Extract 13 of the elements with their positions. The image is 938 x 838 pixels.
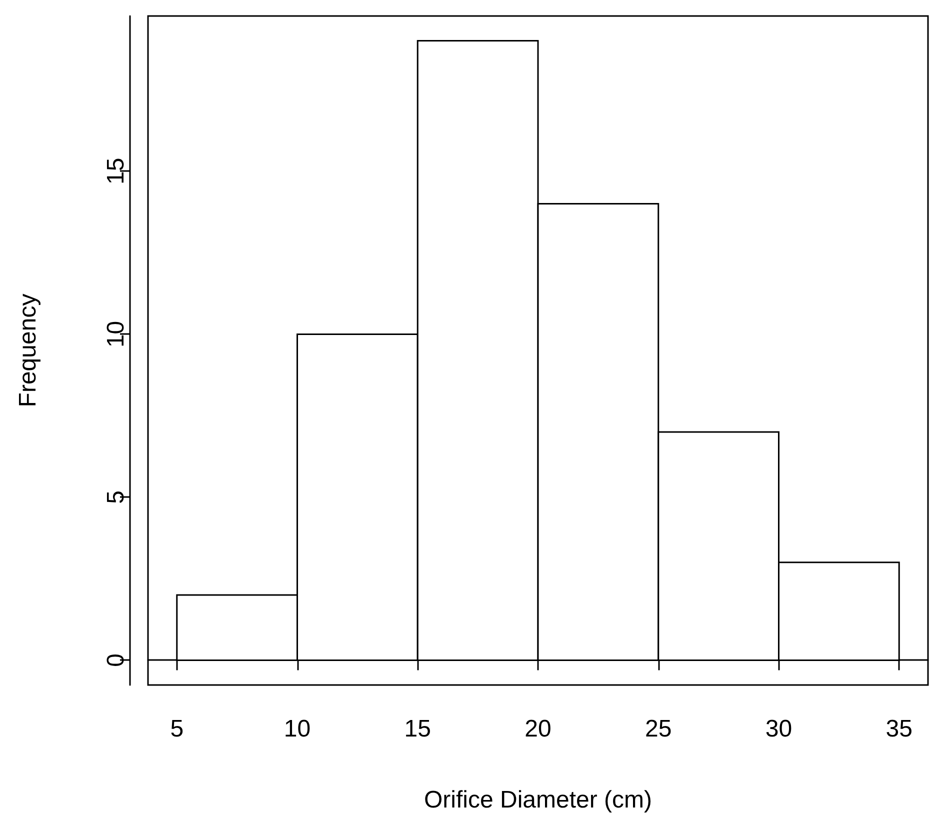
x-tick-label: 10	[284, 716, 311, 742]
y-axis-title: Frequency	[14, 294, 42, 408]
x-tick-label: 30	[765, 716, 792, 742]
x-tick-label: 5	[170, 716, 184, 742]
x-tick-label: 35	[886, 716, 912, 742]
y-tick-label: 15	[102, 158, 130, 185]
y-tick-label: 0	[102, 654, 130, 667]
x-tick-label: 15	[404, 716, 431, 742]
x-tick-label: 25	[645, 716, 672, 742]
y-tick-label: 5	[102, 490, 130, 504]
x-axis-title: Orifice Diameter (cm)	[424, 786, 652, 814]
y-tick-label: 10	[102, 320, 130, 348]
x-tick-label: 20	[524, 716, 552, 742]
